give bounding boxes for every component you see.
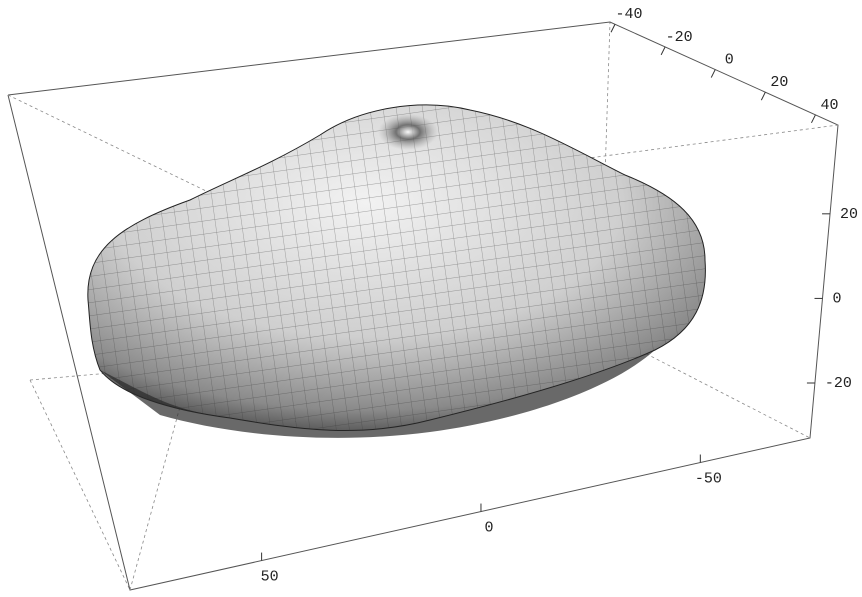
y-tick-mark [711, 70, 715, 78]
y-tick-mark [811, 115, 815, 123]
y-tick-label: 20 [770, 74, 788, 91]
y-tick-label: 0 [725, 52, 734, 69]
x-tick-label: -50 [695, 470, 722, 487]
y-tick-label: 40 [820, 97, 838, 114]
y-tick-label: -20 [666, 29, 693, 46]
z-tick-label: 0 [832, 290, 841, 307]
x-tick-label: 0 [484, 520, 493, 537]
y-tick-label: -40 [616, 6, 643, 23]
y-tick-mark [661, 47, 665, 55]
y-tick-mark [761, 92, 765, 100]
chart: 50 0 -50 -40 -20 0 20 40 20 0 -20 [0, 0, 862, 592]
x-tick-label: 50 [261, 569, 279, 586]
y-tick-mark [611, 24, 615, 32]
z-tick-label: 20 [840, 206, 858, 223]
z-tick-label: -20 [825, 375, 852, 392]
surface [88, 105, 706, 438]
